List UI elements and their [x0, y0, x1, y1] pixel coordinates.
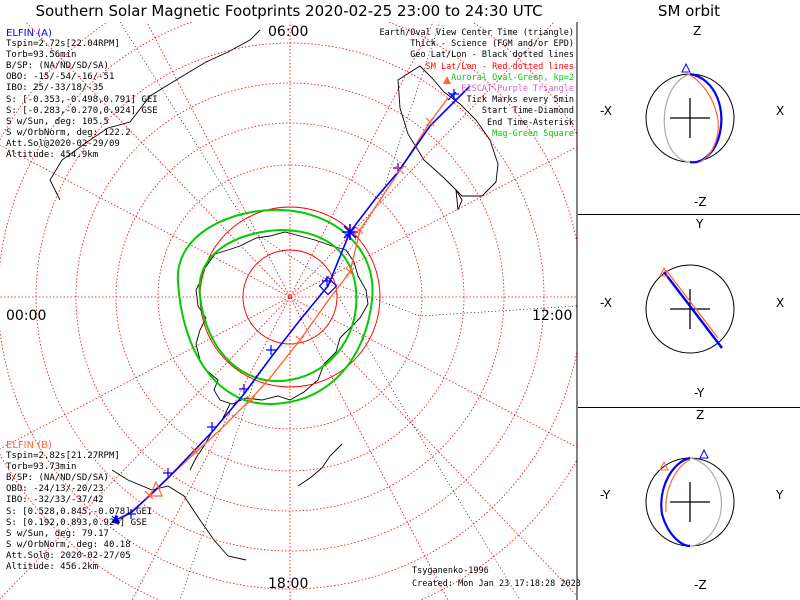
legend-item: End Time-Asterisk — [487, 117, 574, 128]
auroral-oval — [176, 208, 374, 406]
oval-equatorward — [176, 208, 374, 406]
elfin-b-info: ELFIN (B) Tspin=2.82s[21.27RPM] Torb=93.… — [6, 440, 152, 573]
sm1-top-label: Z — [693, 24, 702, 38]
sm1-bottom-label: -Z — [694, 195, 707, 209]
sm1-right-label: X — [776, 104, 785, 118]
sm-panel-divider — [578, 407, 800, 408]
sm-pole-ring — [242, 249, 338, 345]
elfin-b-ticks — [144, 76, 451, 500]
info-line: S: [0.192,0.893,0.924] GSE — [6, 517, 147, 528]
elfin-a-track — [111, 85, 471, 523]
legend-item: Earth/Oval View Center Time (triangle) — [379, 28, 574, 38]
sm2-top-label: Y — [696, 217, 704, 231]
antarctica-coast — [195, 231, 369, 405]
sm2-left-label: -X — [600, 296, 612, 310]
info-line: Altitude: 454.9km — [6, 150, 99, 161]
mlt-label-left: 00:00 — [6, 308, 47, 324]
info-line: B/SP: (NA/ND/SD/SA) — [6, 61, 109, 72]
info-line: S w/Sun, deg: 105.5 — [6, 116, 109, 127]
info-line: S: [0.528,0.845,-0.078] GEI — [6, 506, 153, 517]
elfin-a-info: ELFIN (A) Tspin=2.72s[22.04RPM] Torb=93.… — [6, 28, 158, 161]
info-line: S w/OrbNorm, deg: 40.18 — [6, 539, 131, 550]
sm-orbit-panel-2 — [645, 264, 735, 354]
info-line: Tspin=2.72s[22.04RPM] — [6, 39, 120, 50]
info-line: OBO: -24/13/-20/23 — [6, 484, 104, 495]
legend-item: EISCAT-Purple Triangle — [461, 84, 574, 95]
sm3-right-label: Y — [776, 488, 784, 502]
legend: Earth/Oval View Center Time (triangle) T… — [380, 28, 574, 140]
map-border — [576, 22, 578, 600]
center-triangle — [443, 76, 451, 84]
info-line: OBO: -15/-54/-16/-51 — [6, 72, 115, 83]
track-ticks — [111, 76, 459, 523]
sm2-right-label: X — [776, 296, 785, 310]
legend-item: Geo Lat/Lon - Black dotted lines — [410, 50, 574, 61]
oval-poleward — [198, 228, 358, 383]
legend-item: Tick Marks every 5min — [466, 95, 574, 106]
info-line: Tspin=2.82s[21.27RPM] — [6, 451, 120, 462]
start-diamond — [318, 276, 338, 296]
elfin-b-header: ELFIN (B) — [6, 440, 52, 451]
info-line: S: [-0.283,-0.270,0.924] GSE — [6, 105, 158, 116]
mlt-label-top: 06:00 — [268, 24, 309, 40]
south-america-coast — [49, 29, 261, 201]
sm3-bottom-label: -Z — [694, 578, 707, 592]
antarctic-peninsula — [189, 403, 231, 471]
sm-panel-divider — [578, 214, 800, 215]
legend-item: SM Lat/Lon - Red dotted lines — [425, 61, 574, 72]
sm2-bottom-label: -Y — [694, 386, 705, 400]
mlt-label-right: 12:00 — [532, 308, 573, 324]
info-line: Att.Sol@: 2020-02-27/05 — [6, 550, 131, 561]
sm-orbit-panel-1 — [645, 62, 735, 164]
sm-orbit-panel-3 — [645, 448, 735, 548]
sm3-left-label: -Y — [600, 488, 611, 502]
info-line: B/SP: (NA/ND/SD/SA) — [6, 473, 109, 484]
info-line: Att.Sol@2020-02-29/09 — [6, 138, 120, 149]
australia-coast — [111, 469, 247, 561]
model-credit: Tsyganenko-1996 — [412, 566, 489, 576]
sm1-left-label: -X — [600, 104, 612, 118]
elfin-a-header: ELFIN (A) — [6, 28, 52, 39]
info-line: Torb=93.73min — [6, 462, 77, 473]
elfin-a-ticks — [111, 89, 459, 523]
info-line: S: [-0.353,-0.498,0.791] GEI — [6, 94, 158, 105]
sm-orbit-title: SM orbit — [657, 2, 721, 20]
new-zealand-coast — [297, 443, 343, 487]
info-line: S w/Sun, deg: 79.17 — [6, 528, 109, 539]
created-timestamp: Created: Mon Jan 23 17:18:28 2023 — [412, 579, 581, 589]
legend-item: Mag-Green Square — [492, 128, 574, 139]
center-triangle — [112, 514, 120, 523]
center-triangle — [149, 480, 163, 497]
mlt-label-bottom: 18:00 — [268, 576, 309, 592]
legend-item: Thick - Science (FGM and/or EPD) — [410, 39, 574, 50]
info-line: IBO: -32/33/-37/42 — [6, 495, 104, 506]
sm3-top-label: Z — [696, 408, 705, 422]
info-line: S w/OrbNorm, deg: 122.2 — [6, 127, 131, 138]
legend-item: Auroral Oval-Green, kp=2 — [451, 72, 574, 83]
info-line: IBO: 25/-33/18/-35 — [6, 83, 104, 94]
info-line: Altitude: 456.2km — [6, 562, 99, 573]
page-title: Southern Solar Magnetic Footprints 2020-… — [35, 2, 543, 20]
indian-ocean-islands — [455, 189, 463, 211]
end-asterisk — [342, 224, 358, 240]
legend-item: Start Time-Diamond — [481, 106, 574, 117]
geo-grid — [119, 22, 577, 600]
info-line: Torb=93.56min — [6, 50, 77, 61]
